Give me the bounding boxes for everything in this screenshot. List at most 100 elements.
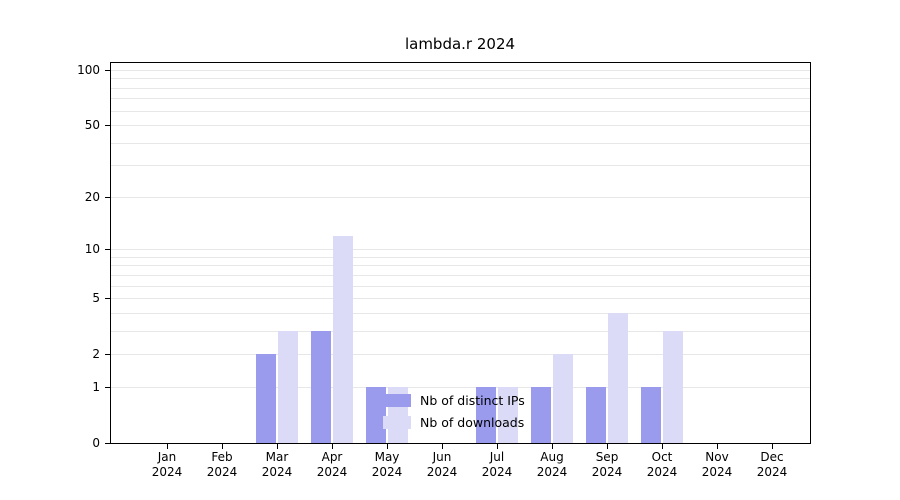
year-label: 2024 (371, 465, 403, 479)
y-tick (105, 249, 110, 250)
gridline (110, 257, 810, 258)
year-label: 2024 (646, 465, 678, 479)
bar-distinct-ips (641, 387, 661, 443)
bar-distinct-ips (586, 387, 606, 443)
axis-left (110, 62, 111, 444)
x-tick-label: Aug 2024 (524, 450, 580, 480)
y-tick-label: 20 (84, 190, 100, 204)
x-tick (222, 444, 223, 449)
x-tick-label: Dec 2024 (744, 450, 800, 480)
gridline (110, 125, 810, 126)
x-tick (662, 444, 663, 449)
month-label: Mar (265, 450, 289, 464)
gridline (110, 98, 810, 99)
month-label: May (374, 450, 400, 464)
legend-swatch (383, 393, 411, 407)
x-tick (607, 444, 608, 449)
x-tick-label: Jan 2024 (139, 450, 195, 480)
bar-distinct-ips (366, 387, 386, 443)
month-label: Jan (157, 450, 177, 464)
year-label: 2024 (756, 465, 788, 479)
axis-right (810, 62, 811, 444)
x-tick-label: Apr 2024 (304, 450, 360, 480)
bar-downloads (333, 236, 353, 443)
year-label: 2024 (426, 465, 458, 479)
x-tick (717, 444, 718, 449)
gridline (110, 298, 810, 299)
y-tick (105, 70, 110, 71)
year-label: 2024 (206, 465, 238, 479)
month-label: Feb (211, 450, 233, 464)
x-tick (497, 444, 498, 449)
gridline (110, 197, 810, 198)
y-tick-label: 5 (92, 291, 100, 305)
bar-downloads (498, 387, 518, 443)
chart-title: lambda.r 2024 (404, 35, 516, 53)
y-tick (105, 197, 110, 198)
gridline (110, 265, 810, 266)
x-tick (167, 444, 168, 449)
y-tick-label: 0 (92, 436, 100, 450)
x-tick-label: Jun 2024 (414, 450, 470, 480)
month-label: Apr (321, 450, 343, 464)
x-tick (387, 444, 388, 449)
x-tick-label: Nov 2024 (689, 450, 745, 480)
month-label: Dec (760, 450, 784, 464)
legend-label: Nb of downloads (420, 414, 525, 430)
gridline (110, 70, 810, 71)
year-label: 2024 (261, 465, 293, 479)
bar-downloads (278, 331, 298, 443)
bar-distinct-ips (531, 387, 551, 443)
legend: Nb of distinct IPs Nb of downloads (383, 389, 563, 433)
y-tick-label: 50 (84, 118, 100, 132)
gridline (110, 313, 810, 314)
y-tick (105, 387, 110, 388)
legend-item: Nb of distinct IPs (383, 389, 563, 411)
bar-downloads (663, 331, 683, 443)
bar-downloads (608, 313, 628, 443)
gridline (110, 143, 810, 144)
y-tick (105, 125, 110, 126)
x-tick (277, 444, 278, 449)
x-tick (552, 444, 553, 449)
month-label: Sep (595, 450, 619, 464)
y-tick (105, 298, 110, 299)
gridline (110, 354, 810, 355)
month-label: Oct (651, 450, 673, 464)
axis-top (110, 62, 811, 63)
year-label: 2024 (481, 465, 513, 479)
year-label: 2024 (536, 465, 568, 479)
month-label: Jun (432, 450, 452, 464)
gridline (110, 331, 810, 332)
year-label: 2024 (316, 465, 348, 479)
gridline (110, 111, 810, 112)
year-label: 2024 (151, 465, 183, 479)
legend-swatch (383, 415, 411, 429)
axis-bottom (110, 443, 811, 444)
y-tick (105, 443, 110, 444)
year-label: 2024 (591, 465, 623, 479)
legend-item: Nb of downloads (383, 411, 563, 433)
x-tick-label: Mar 2024 (249, 450, 305, 480)
gridline (110, 275, 810, 276)
x-tick (442, 444, 443, 449)
x-tick-label: May 2024 (359, 450, 415, 480)
x-tick-label: Sep 2024 (579, 450, 635, 480)
x-tick-label: Feb 2024 (194, 450, 250, 480)
x-tick-label: Oct 2024 (634, 450, 690, 480)
y-tick-label: 10 (84, 242, 100, 256)
gridline (110, 249, 810, 250)
year-label: 2024 (701, 465, 733, 479)
month-label: Nov (705, 450, 729, 464)
gridline (110, 78, 810, 79)
gridline (110, 286, 810, 287)
y-tick-label: 1 (92, 380, 100, 394)
x-tick-label: Jul 2024 (469, 450, 525, 480)
gridline (110, 165, 810, 166)
x-tick (332, 444, 333, 449)
y-tick-label: 100 (77, 63, 100, 77)
bar-distinct-ips (256, 354, 276, 443)
bar-distinct-ips (311, 331, 331, 443)
gridline (110, 88, 810, 89)
